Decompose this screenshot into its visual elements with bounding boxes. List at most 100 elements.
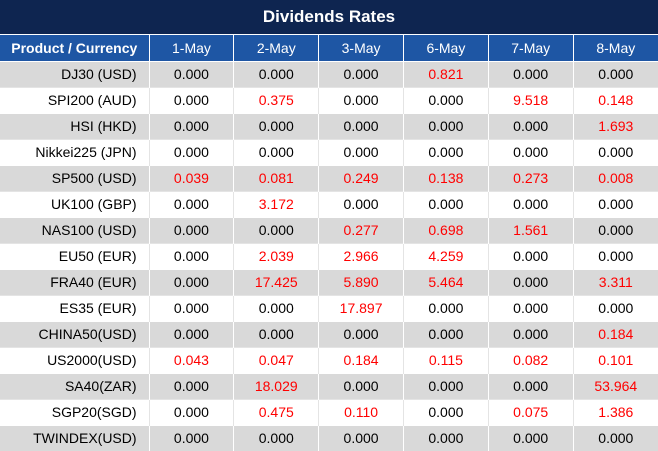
rate-cell: 0.000 [573,424,658,451]
rate-cell: 0.000 [149,320,235,347]
rate-cell: 0.000 [318,86,404,113]
rate-cell: 0.000 [318,190,404,217]
rate-cell: 0.821 [403,60,489,87]
rate-cell: 0.000 [488,112,574,139]
row-label: FRA40 (EUR) [0,268,150,295]
rate-cell: 0.000 [403,320,489,347]
rate-cell: 0.115 [403,346,489,373]
rate-cell: 3.311 [573,268,658,295]
rate-cell: 2.966 [318,242,404,269]
rate-cell: 53.964 [573,372,658,399]
table-row: TWINDEX(USD) 0.000 0.000 0.000 0.000 0.000 0.0… [0,424,658,451]
rate-cell: 0.000 [149,398,235,425]
rate-cell: 0.000 [318,320,404,347]
column-header-date: 7-May [488,35,574,61]
rate-cell: 0.138 [403,164,489,191]
rate-cell: 0.277 [318,216,404,243]
row-label: HSI (HKD) [0,112,150,139]
table-row: NAS100 (USD) 0.000 0.000 0.277 0.698 1.561 0.0… [0,216,658,243]
rate-cell: 0.000 [573,190,658,217]
row-label: NAS100 (USD) [0,216,150,243]
rate-cell: 0.000 [403,372,489,399]
table-row: DJ30 (USD) 0.000 0.000 0.000 0.821 0.000 0.000 [0,60,658,87]
rate-cell: 4.259 [403,242,489,269]
dividends-table: Product / Currency 1-May 2-May 3-May 6-M… [0,35,658,451]
rate-cell: 0.375 [233,86,320,113]
rate-cell: 0.000 [149,216,235,243]
table-title: Dividends Rates [0,0,658,35]
rate-cell: 0.000 [488,320,574,347]
rate-cell: 0.000 [149,294,235,321]
rate-cell: 0.000 [149,138,235,165]
row-label: US2000(USD) [0,346,150,373]
rate-cell: 0.000 [233,60,320,87]
rate-cell: 0.000 [403,424,489,451]
rate-cell: 0.000 [318,138,404,165]
rate-cell: 0.000 [149,60,235,87]
row-label: SPI200 (AUD) [0,86,150,113]
rate-cell: 0.000 [403,294,489,321]
rate-cell: 0.000 [149,112,235,139]
rate-cell: 0.000 [573,138,658,165]
row-label: ES35 (EUR) [0,294,150,321]
rate-cell: 0.101 [573,346,658,373]
rate-cell: 0.273 [488,164,574,191]
rate-cell: 0.075 [488,398,574,425]
rate-cell: 9.518 [488,86,574,113]
rate-cell: 3.172 [233,190,320,217]
rate-cell: 0.000 [233,216,320,243]
table-row: SGP20(SGD) 0.000 0.475 0.110 0.000 0.075 1.386 [0,398,658,425]
rate-cell: 5.890 [318,268,404,295]
table-row: ES35 (EUR) 0.000 0.000 17.897 0.000 0.000 0.00… [0,294,658,321]
rate-cell: 0.000 [573,294,658,321]
rate-cell: 0.000 [233,424,320,451]
rate-cell: 0.000 [488,190,574,217]
column-header-date: 6-May [403,35,489,61]
rate-cell: 0.000 [318,372,404,399]
rate-cell: 0.000 [488,372,574,399]
table-row: Nikkei225 (JPN) 0.000 0.000 0.000 0.000 0.000… [0,138,658,165]
table-row: EU50 (EUR) 0.000 2.039 2.966 4.259 0.000 0.000 [0,242,658,269]
rate-cell: 1.693 [573,112,658,139]
rate-cell: 0.000 [488,242,574,269]
rate-cell: 1.386 [573,398,658,425]
rate-cell: 0.000 [403,190,489,217]
rate-cell: 0.000 [488,294,574,321]
row-label: TWINDEX(USD) [0,424,150,451]
rate-cell: 17.425 [233,268,320,295]
rate-cell: 0.000 [403,86,489,113]
rate-cell: 0.184 [318,346,404,373]
rate-cell: 0.000 [149,372,235,399]
row-label: DJ30 (USD) [0,60,150,87]
row-label: EU50 (EUR) [0,242,150,269]
rate-cell: 0.000 [318,112,404,139]
row-label: SP500 (USD) [0,164,150,191]
rate-cell: 0.047 [233,346,320,373]
rate-cell: 0.000 [149,242,235,269]
rate-cell: 0.000 [488,138,574,165]
rate-cell: 0.081 [233,164,320,191]
rate-cell: 5.464 [403,268,489,295]
column-header-date: 2-May [233,35,320,61]
rate-cell: 0.000 [233,294,320,321]
rate-cell: 0.000 [488,424,574,451]
rate-cell: 18.029 [233,372,320,399]
rate-cell: 0.184 [573,320,658,347]
rate-cell: 0.000 [488,268,574,295]
rate-cell: 0.148 [573,86,658,113]
column-header-date: 8-May [573,35,658,61]
rate-cell: 0.000 [318,424,404,451]
rate-cell: 0.039 [149,164,235,191]
rate-cell: 0.110 [318,398,404,425]
rate-cell: 0.043 [149,346,235,373]
rate-cell: 0.000 [233,112,320,139]
rate-cell: 0.000 [403,138,489,165]
column-header-date: 3-May [318,35,404,61]
table-row: FRA40 (EUR) 0.000 17.425 5.890 5.464 0.000 3.3… [0,268,658,295]
row-label: CHINA50(USD) [0,320,150,347]
table-row: SPI200 (AUD) 0.000 0.375 0.000 0.000 9.518 0.1… [0,86,658,113]
table-row: UK100 (GBP) 0.000 3.172 0.000 0.000 0.000 0.00… [0,190,658,217]
rate-cell: 0.000 [149,268,235,295]
rate-cell: 1.561 [488,216,574,243]
